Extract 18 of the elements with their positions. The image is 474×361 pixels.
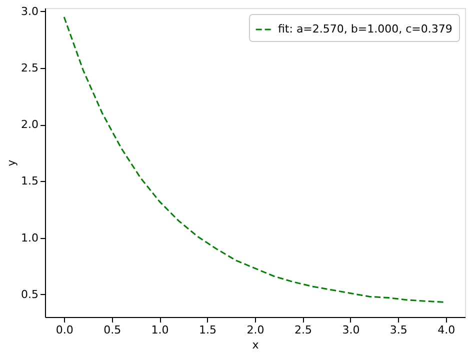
y-axis-title: y [5,159,18,166]
y-tick-label: 1.5 [21,174,38,188]
y-tick-label: 1.0 [21,231,38,244]
x-tick-label: 3.5 [390,324,408,336]
y-tick-label: 0.5 [21,288,38,301]
x-tick-label: 4.0 [438,324,456,336]
y-tick-label: 2.5 [21,61,38,74]
x-tick-label: 1.5 [199,324,217,336]
legend-label: fit: a=2.570, b=1.000, c=0.379 [278,22,452,36]
x-tick-label: 3.0 [342,324,360,336]
y-tick-label: 2.0 [21,118,38,132]
x-tick-label: 2.0 [246,324,264,336]
x-tick-label: 0.5 [104,324,122,336]
x-tick-label: 0.0 [56,324,74,336]
y-tick-label: 3.0 [21,4,38,18]
x-tick-label: 1.0 [151,324,169,336]
x-axis-title: x [252,338,260,352]
x-tick-label: 2.5 [294,324,312,336]
